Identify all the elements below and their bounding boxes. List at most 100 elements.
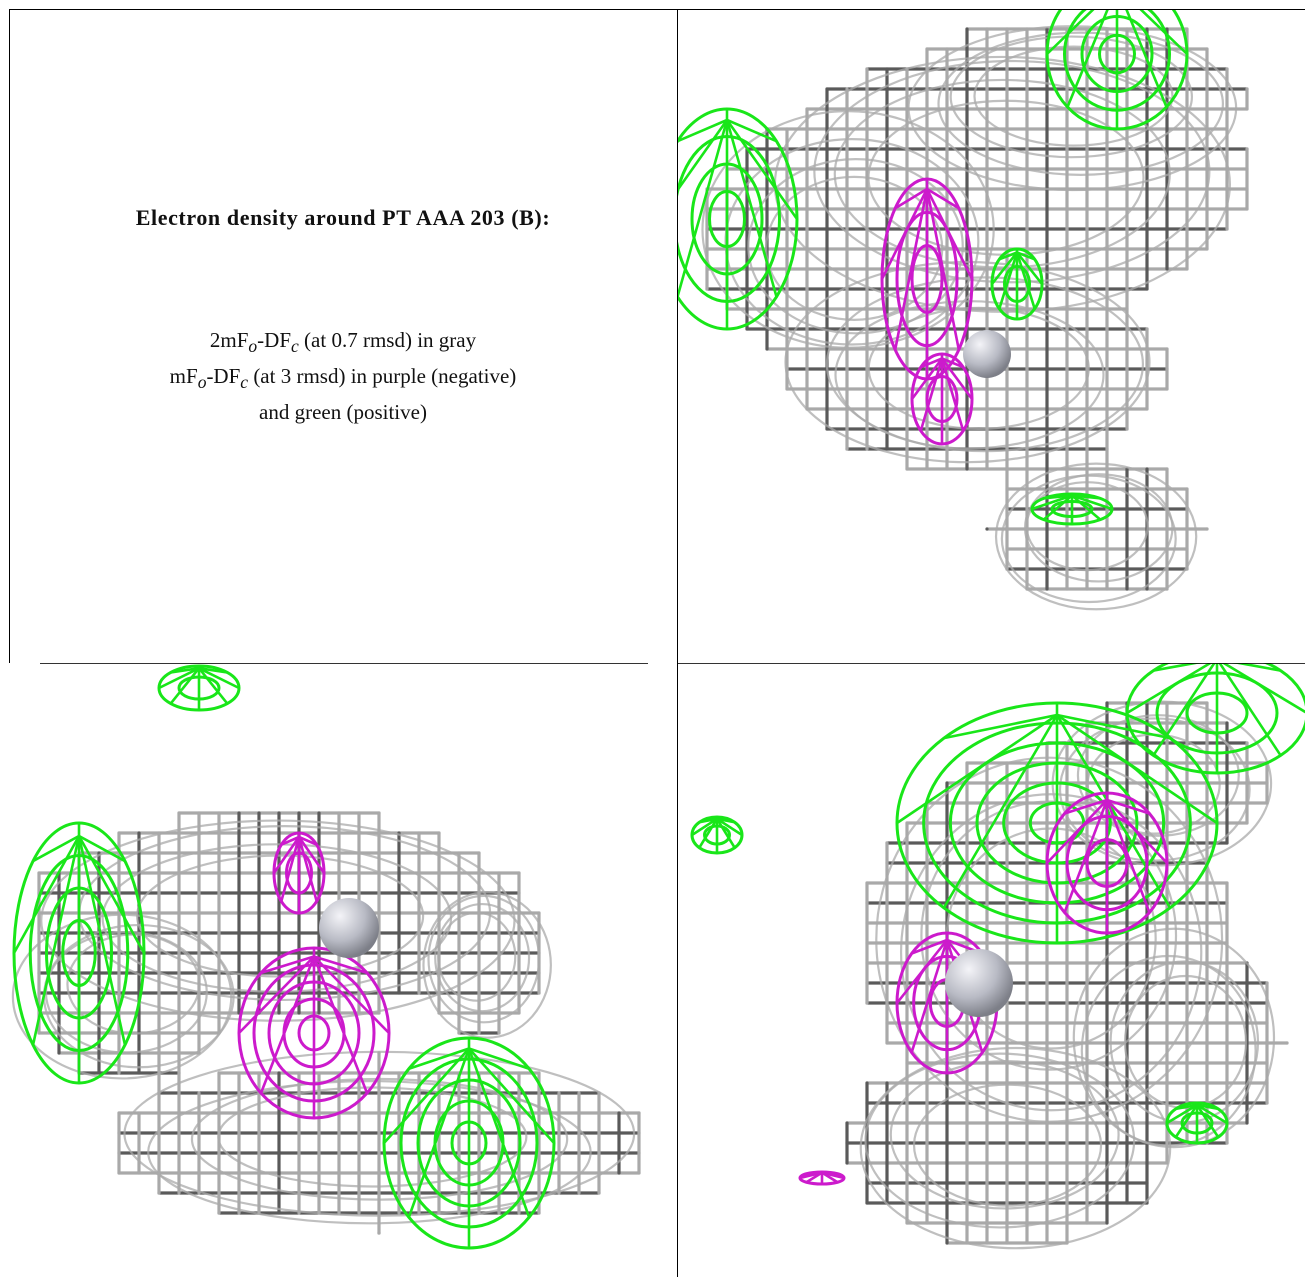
- purple-cage-strut: [940, 358, 965, 432]
- green-cage-strut: [468, 1047, 530, 1070]
- gray-contour: [147, 1079, 592, 1225]
- purple-cage-strut: [272, 836, 301, 874]
- purple-cage-strut: [895, 939, 949, 1004]
- purple-cage-strut: [1106, 798, 1150, 815]
- green-cage-strut: [716, 817, 743, 837]
- purple-cage-strut: [298, 835, 318, 846]
- green-cage-strut: [1042, 494, 1073, 521]
- green-cage-strut: [1153, 663, 1203, 672]
- purple-cage-strut: [280, 835, 300, 846]
- purple-cage-strut: [1105, 799, 1151, 913]
- green-cage-strut: [468, 1047, 555, 1144]
- green-cage-strut: [698, 818, 719, 849]
- green-cage-strut: [677, 119, 729, 298]
- pt-atom-sphere: [945, 949, 1013, 1017]
- gray-2fofc-mesh: [701, 25, 1249, 611]
- gray-contour: [765, 175, 944, 321]
- table-row-divider-right: [677, 663, 1305, 664]
- pt-atom: [963, 330, 1011, 378]
- purple-cage-strut: [821, 1171, 838, 1176]
- gray-contour: [422, 891, 552, 1039]
- purple-cage-strut: [806, 1171, 823, 1176]
- green-cage-strut: [725, 119, 778, 298]
- caption-cell: Electron density around PT AAA 203 (B): …: [9, 9, 677, 663]
- green-cage-strut: [998, 252, 1019, 310]
- gray-contour: [813, 59, 1211, 284]
- green-cage-strut: [1055, 714, 1172, 909]
- green-cage-strut: [1015, 251, 1044, 285]
- density-view-3: [690, 663, 1305, 1250]
- purple-cage-strut: [1064, 798, 1108, 815]
- gray-contour: [190, 1077, 569, 1201]
- green-cage-strut: [1056, 713, 1218, 825]
- green-cage-strut: [716, 817, 735, 824]
- gray-contour: [889, 1059, 1120, 1210]
- green-cage-strut: [1015, 252, 1036, 310]
- gray-contour: [920, 800, 1178, 1071]
- gray-contour: [434, 902, 531, 1013]
- green-positive-mesh: [677, 9, 1189, 526]
- green-cage-strut: [158, 667, 200, 690]
- green-cage-strut: [1071, 494, 1113, 511]
- green-cage-strut: [1046, 9, 1096, 55]
- purple-cage-strut: [313, 955, 390, 1034]
- purple-cage-strut: [313, 955, 368, 975]
- gray-contour: [437, 911, 517, 1002]
- gray-contour: [1080, 954, 1257, 1147]
- green-cage-strut: [12, 835, 81, 954]
- purple-cage-strut: [280, 836, 301, 902]
- purple-cage-strut: [821, 1171, 839, 1184]
- gray-contour: [1072, 927, 1276, 1149]
- green-cage-strut: [1043, 494, 1073, 500]
- green-cage-strut: [677, 118, 728, 143]
- green-cage-strut: [699, 817, 718, 824]
- green-cage-strut: [1175, 1103, 1198, 1111]
- green-cage-strut: [467, 1048, 531, 1218]
- green-cage-strut: [1196, 1103, 1219, 1111]
- green-cage-strut: [1056, 713, 1171, 740]
- gray-contour: [1023, 473, 1174, 583]
- purple-cage-strut: [1063, 799, 1109, 913]
- gray-contour: [949, 35, 1194, 159]
- green-cage-strut: [990, 251, 1019, 285]
- gray-contour: [973, 45, 1174, 147]
- green-cage-strut: [31, 835, 81, 1046]
- green-cage-strut: [726, 118, 778, 143]
- purple-cage-strut: [919, 358, 944, 432]
- gray-contour: [1000, 474, 1177, 604]
- green-cage-strut: [942, 714, 1059, 909]
- green-cage-strut: [691, 817, 718, 837]
- purple-negative-mesh: [880, 177, 974, 446]
- green-cage-strut: [198, 667, 240, 690]
- gray-contour: [40, 819, 516, 1022]
- green-cage-strut: [1016, 251, 1036, 261]
- gray-contour: [1058, 717, 1251, 862]
- purple-cage-strut: [894, 187, 928, 210]
- gray-contour: [724, 138, 980, 346]
- green-cage-strut: [1071, 494, 1101, 500]
- view-bottom-left: [9, 663, 677, 1277]
- pt-atom-sphere: [963, 330, 1011, 378]
- green-cage-strut: [896, 713, 1058, 825]
- gray-contour: [899, 793, 1203, 1112]
- gray-contour: [994, 462, 1198, 611]
- green-cage-strut: [715, 818, 736, 849]
- green-cage-strut: [32, 834, 80, 863]
- table-column-divider: [677, 9, 678, 1277]
- gray-contour: [747, 158, 964, 335]
- purple-cage-strut: [297, 836, 326, 874]
- gray-2fofc-mesh: [845, 700, 1289, 1250]
- green-cage-strut: [1138, 9, 1188, 55]
- green-cage-strut: [1152, 663, 1216, 757]
- purple-cage-strut: [297, 836, 318, 902]
- caption-line-mfo: mFo-DFc (at 3 rmsd) in purple (negative): [169, 364, 517, 393]
- pt-atom: [945, 949, 1013, 1017]
- purple-cage-strut: [925, 188, 961, 350]
- green-positive-mesh: [12, 664, 556, 1250]
- green-positive-mesh: [690, 663, 1305, 1145]
- green-cage-strut: [77, 835, 146, 954]
- gray-contour: [123, 1050, 636, 1217]
- green-cage-strut: [169, 667, 201, 705]
- green-cage-strut: [197, 667, 229, 705]
